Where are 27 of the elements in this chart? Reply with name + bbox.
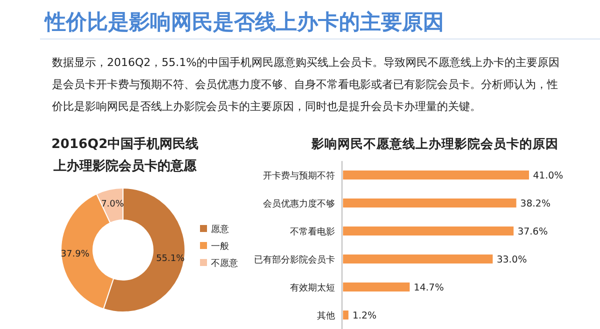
data-label: 14.7% (414, 282, 444, 294)
y-tick-label: 开卡费与预期不符 (263, 170, 335, 182)
chart-title: 影响网民不愿意线上办理影院会员卡的原因 (310, 136, 558, 151)
bar (343, 170, 529, 180)
y-tick-label: 会员优惠力度不够 (263, 198, 335, 210)
legend-label: 不愿意 (211, 258, 238, 269)
data-label: 37.6% (518, 226, 548, 238)
data-label: 7.0% (101, 200, 124, 210)
text: 性价比是影响网民是否线上办卡的主要原因 (45, 9, 444, 36)
bar (343, 310, 348, 320)
y-tick-label: 其他 (317, 310, 335, 322)
bar (343, 254, 493, 264)
y-tick-label: 不常看电影 (290, 226, 335, 238)
bar (343, 282, 410, 292)
legend-label: 一般 (211, 241, 229, 252)
text: 数据显示，2016Q2，55.1%的中国手机网民愿意购买线上会员卡。导致网民不愿意线上办卡的主要原因是会员卡开卡费与预期不符、会员优惠力度不够、自身不常看电影或者已有影院会员卡。分析师认为，性价比是影响网民是否线上办影院会员卡的主要原因，同时也是提升会员卡办理量的关键。 (52, 55, 561, 115)
data-label: 33.0% (496, 254, 527, 266)
chart-title: 2016Q2中国手机网民线上办理影院会员卡的意愿 (50, 136, 200, 176)
data-label: 37.9% (60, 249, 90, 260)
data-label: 41.0% (533, 170, 564, 182)
legend-label: 愿意 (211, 224, 229, 235)
y-tick-label: 已有部分影院会员卡 (254, 254, 335, 266)
data-label: 38.2% (520, 198, 550, 210)
data-label: 1.2% (352, 310, 377, 322)
bar (343, 198, 516, 208)
bar (343, 226, 514, 236)
y-tick-label: 有效期太短 (290, 282, 335, 294)
